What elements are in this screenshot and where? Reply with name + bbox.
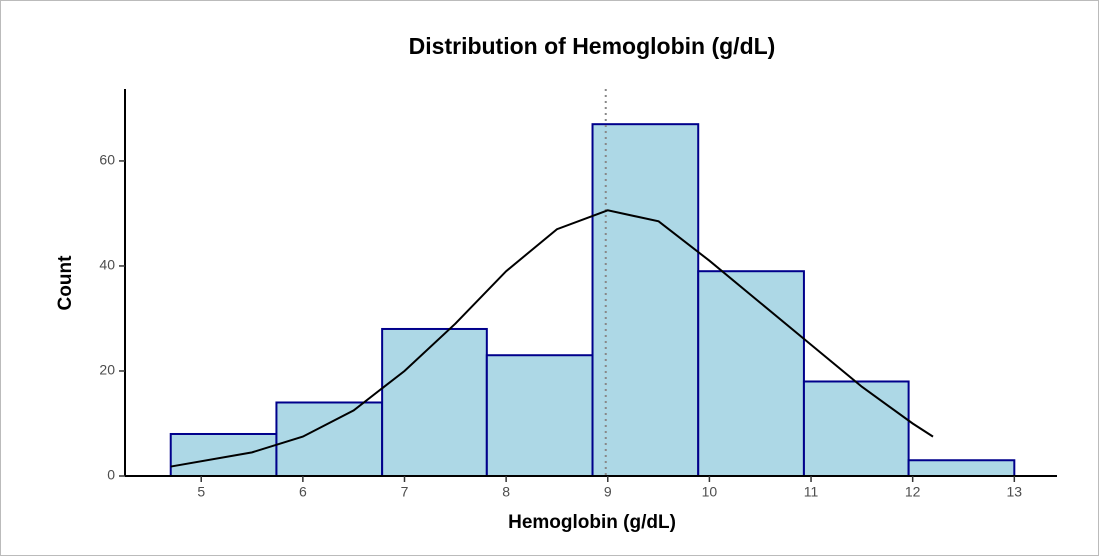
x-tick-label: 12 — [905, 484, 921, 500]
x-tick-label: 9 — [604, 484, 612, 500]
bar — [381, 327, 488, 477]
y-tick-label: 0 — [107, 467, 115, 483]
x-tick-label: 7 — [401, 484, 409, 500]
x-tick-label: 5 — [197, 484, 205, 500]
y-tick-label: 40 — [99, 257, 115, 273]
x-tick-label: 13 — [1007, 484, 1023, 500]
y-tick-label: 60 — [99, 152, 115, 168]
bar — [591, 123, 700, 477]
y-axis-label: Count — [55, 255, 76, 311]
x-tick-label: 8 — [502, 484, 510, 500]
chart-title: Distribution of Hemoglobin (g/dL) — [409, 33, 776, 59]
bar — [697, 270, 805, 478]
bar — [169, 432, 278, 477]
bar — [907, 459, 1016, 478]
x-tick-label: 6 — [299, 484, 307, 500]
x-tick-label: 11 — [804, 484, 819, 500]
density-curve — [170, 209, 934, 468]
x-tick-label: 10 — [702, 484, 718, 500]
y-tick-label: 20 — [99, 362, 115, 378]
bar — [485, 354, 594, 477]
x-axis-label: Hemoglobin (g/dL) — [508, 512, 676, 533]
bar — [802, 380, 910, 478]
